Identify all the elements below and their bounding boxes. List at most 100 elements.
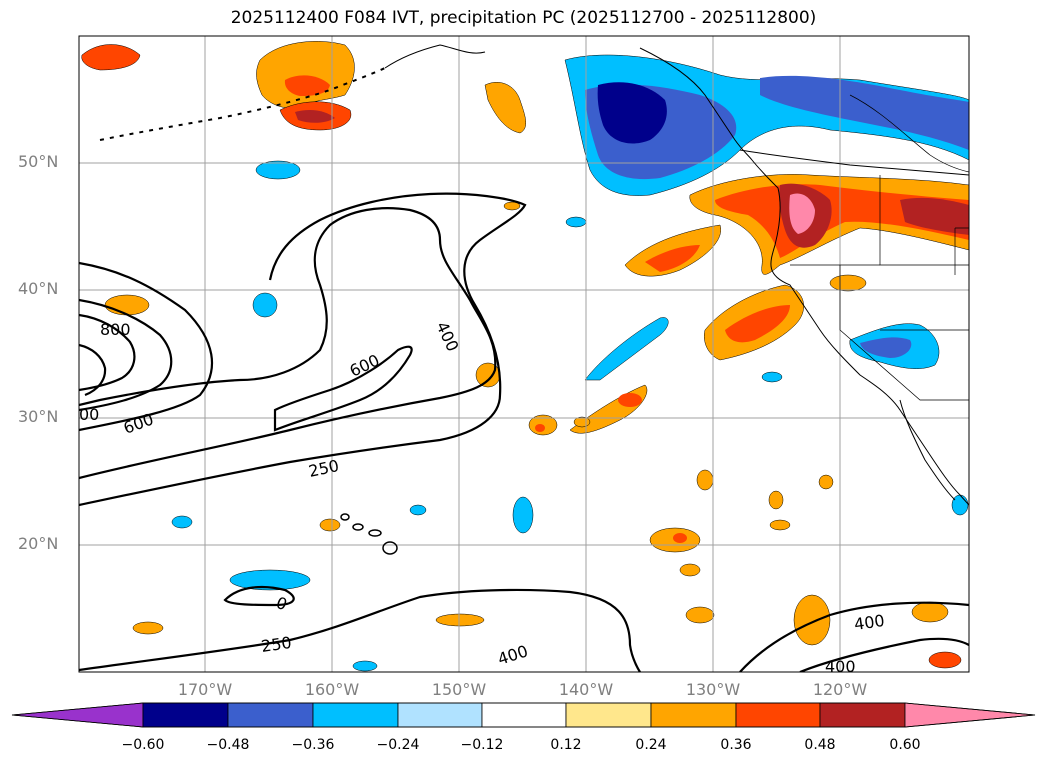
blue-blob-hawaii-west xyxy=(229,569,311,591)
blue-blob-7 xyxy=(761,371,783,383)
orange-blob-7 xyxy=(793,594,831,646)
blue-blob-5 xyxy=(565,216,587,228)
orange-blob-west xyxy=(104,294,150,316)
colorbar-tick-060: 0.60 xyxy=(889,737,921,753)
contour-label-600-a: 600 xyxy=(347,350,383,380)
contour-1000-west xyxy=(79,343,107,397)
red-region-nw xyxy=(81,44,141,71)
red-blob-2 xyxy=(535,424,545,432)
orange-blob-16 xyxy=(503,201,521,211)
lon-label-170w: 170°W xyxy=(177,680,233,699)
blue-streak-1 xyxy=(584,317,669,381)
island-maui xyxy=(368,529,382,537)
lat-label-40n: 40°N xyxy=(18,279,59,298)
hawaiian-islands xyxy=(340,513,398,555)
contour-small-hawaii xyxy=(223,585,295,607)
colorbar-tick-neg048: −0.48 xyxy=(206,737,250,753)
contour-label-600-b: 600 xyxy=(121,409,156,437)
red-blob-9 xyxy=(928,651,962,669)
colorbar-bin-2 xyxy=(227,702,314,728)
lon-label-160w: 160°W xyxy=(304,680,360,699)
colorbar-tick-048: 0.48 xyxy=(804,737,836,753)
colorbar-bin-9 xyxy=(819,702,906,728)
contour-600-central xyxy=(273,345,413,432)
blue-blob-3 xyxy=(512,496,534,534)
pink-region-oregon xyxy=(789,193,815,234)
lon-label-120w: 120°W xyxy=(812,680,868,699)
contour-label-800: 800 xyxy=(100,320,131,339)
border-states-3 xyxy=(954,227,969,275)
lat-label-30n: 30°N xyxy=(18,407,59,426)
map-plot-area: 800 600 400 600 00 600 250 0 250 400 400… xyxy=(79,36,969,676)
colorbar-bin-1 xyxy=(142,702,229,728)
lat-label-50n: 50°N xyxy=(18,152,59,171)
orange-blob-15 xyxy=(769,519,791,531)
colorbar-tick-neg024: −0.24 xyxy=(376,737,420,753)
contour-label-400-d: 400 xyxy=(825,657,856,676)
blue-blob-8 xyxy=(951,494,969,516)
lon-label-140w: 140°W xyxy=(558,680,614,699)
lon-label-150w: 150°W xyxy=(431,680,487,699)
lon-label-130w: 130°W xyxy=(685,680,741,699)
orange-blob-12 xyxy=(319,518,341,532)
island-kauai xyxy=(340,513,350,521)
blue-blob-1 xyxy=(255,160,301,180)
contour-label-400-b: 400 xyxy=(495,641,530,669)
contour-label-400-c: 400 xyxy=(853,611,886,634)
blue-region-nevada-inner xyxy=(860,337,912,358)
orange-blob-13 xyxy=(829,274,867,292)
orange-blob-8 xyxy=(685,606,715,624)
contour-label-00: 00 xyxy=(79,405,99,424)
blue-blob-6 xyxy=(352,660,378,672)
red-blob-3 xyxy=(673,533,687,543)
colorbar-extend-low xyxy=(11,702,144,728)
orange-blob-9 xyxy=(911,601,949,623)
colorbar-bin-7 xyxy=(650,702,737,728)
blue-blob-4 xyxy=(171,515,193,529)
red-region-california-offshore xyxy=(725,305,790,343)
colorbar xyxy=(11,702,1036,728)
red-region-offshore xyxy=(645,245,700,272)
contour-250-central xyxy=(79,192,527,507)
island-oahu xyxy=(352,523,364,531)
colorbar-bin-6 xyxy=(565,702,652,728)
coast-north-america xyxy=(639,47,969,506)
colorbar-tick-neg036: −0.36 xyxy=(291,737,335,753)
coast-baja xyxy=(899,399,956,501)
orange-blob-central xyxy=(475,362,501,388)
map-frame xyxy=(78,35,970,673)
coastlines xyxy=(99,36,969,672)
orange-blob-1 xyxy=(484,82,526,134)
coast-alaska-peninsula xyxy=(384,44,486,69)
orange-blob-5 xyxy=(768,490,784,510)
colorbar-outline xyxy=(11,702,1036,728)
graticule xyxy=(79,36,969,672)
blue-blob-2 xyxy=(252,292,278,318)
colorbar-extend-high xyxy=(904,702,1036,728)
orange-blob-4 xyxy=(696,469,714,491)
coast-aleutian-islands xyxy=(99,67,386,141)
map-title: 2025112400 F084 IVT, precipitation PC (2… xyxy=(230,8,817,28)
positive-anomaly-shading xyxy=(81,41,969,669)
blue-region-canada xyxy=(760,75,969,150)
orange-blob-14 xyxy=(679,563,701,577)
red-region-aleutians xyxy=(284,75,330,96)
blue-blob-9 xyxy=(409,504,427,516)
orange-blob-10 xyxy=(435,613,485,627)
orange-blob-6 xyxy=(818,474,834,490)
negative-anomaly-shading xyxy=(171,54,969,672)
darkred-region-aleutians xyxy=(295,110,335,123)
contour-label-250-b: 250 xyxy=(260,633,293,656)
contour-400-southeast xyxy=(739,601,969,672)
contour-400-west xyxy=(79,298,173,412)
orange-blob-11 xyxy=(132,621,164,635)
orange-region-aleutians xyxy=(256,41,355,109)
colorbar-tick-036: 0.36 xyxy=(720,737,752,753)
contour-label-250-a: 250 xyxy=(307,456,341,481)
colorbar-tick-neg060: −0.60 xyxy=(121,737,165,753)
border-california-nevada xyxy=(839,265,969,401)
colorbar-bin-3 xyxy=(312,702,399,728)
colorbar-bin-4 xyxy=(397,702,483,728)
contour-250-west-outer xyxy=(79,261,214,432)
